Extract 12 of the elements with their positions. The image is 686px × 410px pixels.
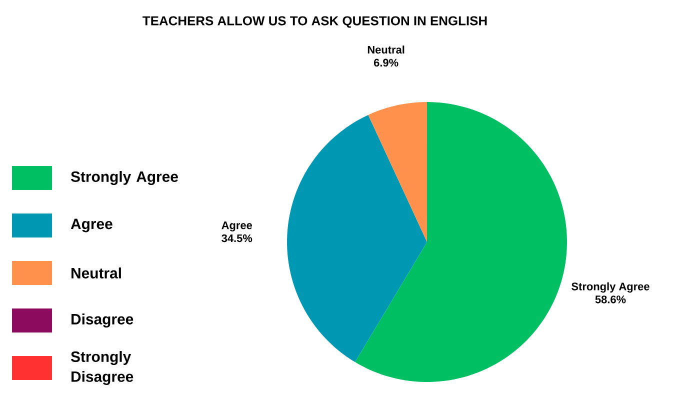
- data-label: 6.9%: [374, 58, 398, 67]
- chart-title: TEACHERS ALLOW US TO ASK QUESTION IN ENGLISH: [142, 16, 487, 28]
- slice-label: Agree: [222, 222, 252, 232]
- legend-label: Agree: [70, 218, 112, 232]
- legend-label: Strongly Disagree: [70, 351, 134, 385]
- slice-label: Neutral: [368, 46, 404, 54]
- legend-label: Disagree: [72, 314, 134, 328]
- slice-label: Strongly Agree: [572, 282, 650, 293]
- legend-label: Neutral: [72, 268, 121, 278]
- data-label: 34.5%: [222, 234, 252, 242]
- legend-label: Strongly Agree: [70, 171, 178, 186]
- data-label: 58.6%: [595, 296, 626, 304]
